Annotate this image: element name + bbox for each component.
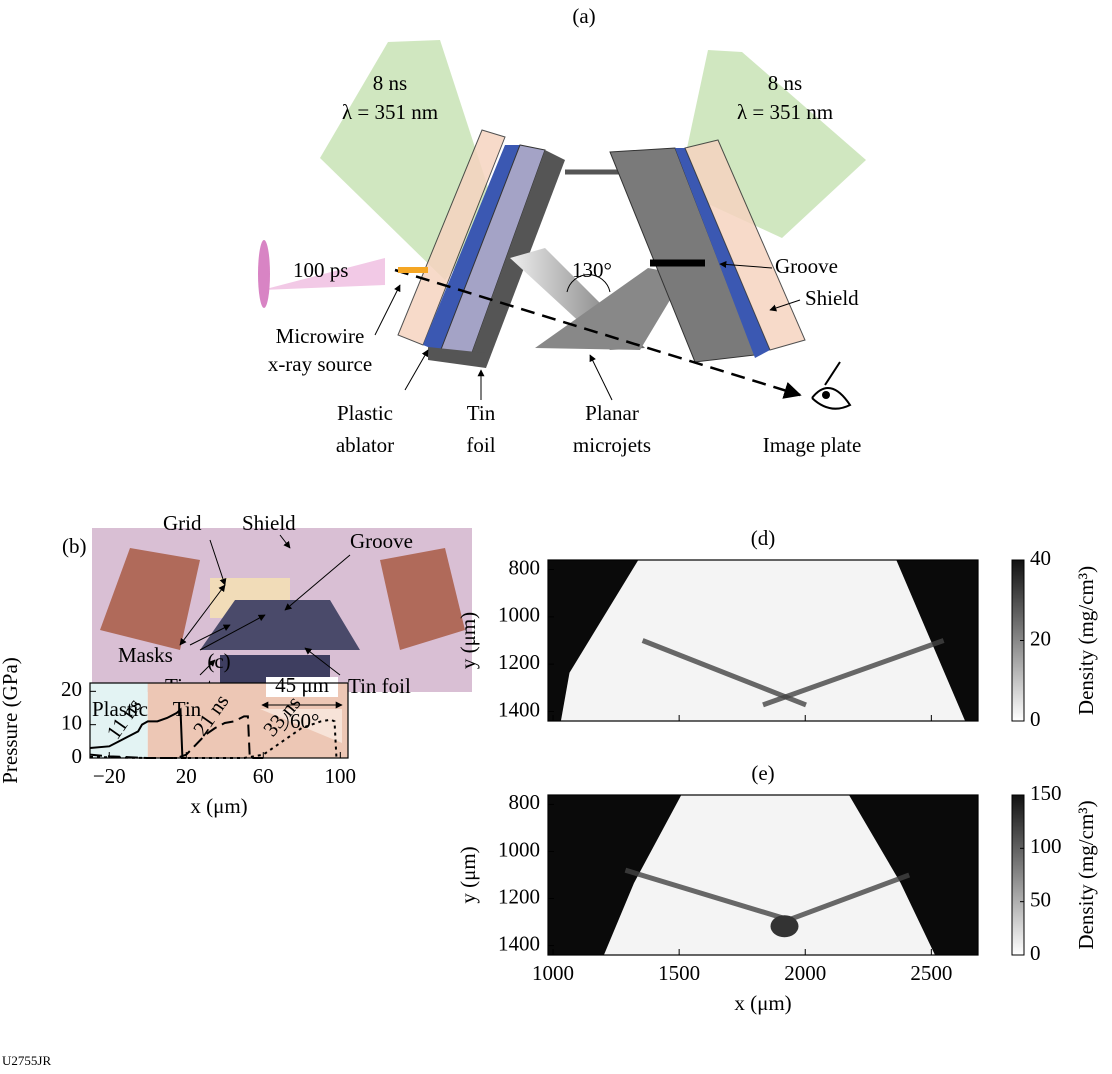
figure: (a) 8 ns λ = 351 nm 8 ns λ = 351 nm 100 … xyxy=(0,0,1112,1074)
colorbar-tick-label: 0 xyxy=(1030,707,1041,731)
foil-label: Tin xyxy=(467,401,496,425)
y-tick-label: 0 xyxy=(72,744,83,768)
x-tick-label: 20 xyxy=(176,764,197,788)
b-label: Shield xyxy=(242,511,296,535)
microwire xyxy=(398,267,428,273)
y-axis-label: y (μm) xyxy=(456,612,480,669)
figure-id: U2755JR xyxy=(2,1053,51,1068)
y-tick-label: 800 xyxy=(509,555,541,579)
chart-title: (d) xyxy=(751,526,776,550)
panel-label: (a) xyxy=(572,4,595,28)
x-tick-label: 1000 xyxy=(532,961,574,985)
panel-b: (b) Grid Shield Groove Masks Tin steps T… xyxy=(62,511,472,698)
dense-blob xyxy=(771,915,799,937)
shield-label: Shield xyxy=(805,286,859,310)
detector-label: Image plate xyxy=(763,433,862,457)
foil-label: foil xyxy=(466,433,495,457)
arrow xyxy=(405,350,428,390)
b-label: Groove xyxy=(350,529,413,553)
colorbar-tick-label: 20 xyxy=(1030,626,1051,650)
b-label: Masks xyxy=(118,643,173,667)
pulse-text: 100 ps xyxy=(293,258,348,282)
y-axis-label: Pressure (GPa) xyxy=(0,657,22,784)
eye-pupil xyxy=(822,391,830,399)
ablator-label: ablator xyxy=(336,433,394,457)
y-tick-label: 10 xyxy=(61,710,82,734)
y-tick-label: 1000 xyxy=(498,603,540,627)
groove-label: Groove xyxy=(775,254,838,278)
angle-text: 130° xyxy=(572,258,612,282)
x-tick-label: 60 xyxy=(253,764,274,788)
arrow xyxy=(590,355,612,400)
xray-cone-base xyxy=(258,240,270,308)
x-tick-label: 1500 xyxy=(658,961,700,985)
annotation: 45 μm xyxy=(275,673,329,697)
source-label: Microwire xyxy=(276,324,365,348)
radiograph xyxy=(548,795,978,955)
y-tick-label: 800 xyxy=(509,790,541,814)
colorbar-tick-label: 50 xyxy=(1030,887,1051,911)
colorbar-tick-label: 40 xyxy=(1030,546,1051,570)
chart-title: (c) xyxy=(207,649,230,673)
panel-label: (b) xyxy=(62,534,87,558)
chart-title: (e) xyxy=(751,761,774,785)
y-tick-label: 1200 xyxy=(498,884,540,908)
x-axis-label: x (μm) xyxy=(190,794,247,818)
y-tick-label: 1400 xyxy=(498,931,540,955)
colorbar-label: Density (mg/cm³) xyxy=(1074,800,1098,949)
x-tick-label: 2000 xyxy=(784,961,826,985)
colorbar-tick-label: 100 xyxy=(1030,834,1062,858)
y-tick-label: 1200 xyxy=(498,650,540,674)
panel-a: (a) 8 ns λ = 351 nm 8 ns λ = 351 nm 100 … xyxy=(258,4,866,457)
jets-label: Planar xyxy=(585,401,639,425)
y-axis-label: y (μm) xyxy=(456,846,480,903)
b-label: Tin foil xyxy=(348,674,411,698)
laser-text: λ = 351 nm xyxy=(342,100,438,124)
source-label: x-ray source xyxy=(268,352,372,376)
y-tick-label: 1400 xyxy=(498,697,540,721)
colorbar-tick-label: 0 xyxy=(1030,941,1041,965)
x-tick-label: −20 xyxy=(93,764,126,788)
y-tick-label: 1000 xyxy=(498,837,540,861)
x-tick-label: 100 xyxy=(325,764,357,788)
colorbar-label: Density (mg/cm³) xyxy=(1074,566,1098,715)
colorbar-tick-label: 150 xyxy=(1030,781,1062,805)
arrow xyxy=(375,285,400,335)
x-axis-label: x (μm) xyxy=(734,991,791,1015)
ablator-label: Plastic xyxy=(337,401,393,425)
laser-text: 8 ns xyxy=(768,71,802,95)
b-label: Grid xyxy=(163,511,202,535)
jets-label: microjets xyxy=(573,433,651,457)
laser-text: 8 ns xyxy=(373,71,407,95)
eye-icon xyxy=(812,362,850,409)
radiograph xyxy=(548,560,978,721)
colorbar xyxy=(1012,795,1024,955)
x-tick-label: 2500 xyxy=(910,961,952,985)
laser-text: λ = 351 nm xyxy=(737,100,833,124)
y-tick-label: 20 xyxy=(61,677,82,701)
